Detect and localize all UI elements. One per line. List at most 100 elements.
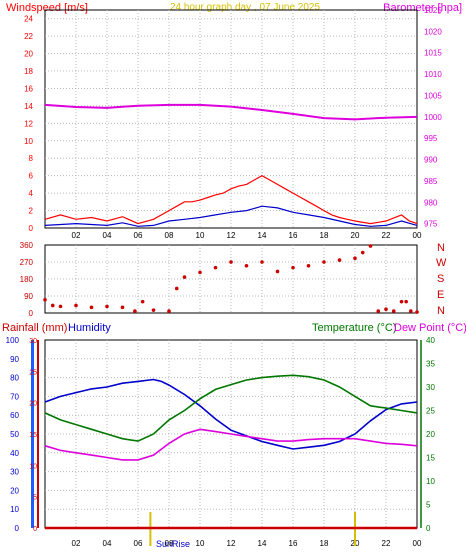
wind-x-tick-label-10: 22 <box>382 231 391 240</box>
rainfall-tick-label-2: 10 <box>29 463 37 470</box>
barometer-tick-label-10: 1025 <box>424 6 442 15</box>
temperature-tick-label-3: 15 <box>426 454 435 463</box>
direction-point-1-1 <box>384 307 388 312</box>
dewpoint-axis-title: Dew Point (°C) <box>394 322 466 334</box>
temp-series-1 <box>44 374 418 442</box>
direction-tick-label-2: 180 <box>20 275 34 284</box>
rainfall-tick-label-3: 15 <box>29 432 37 439</box>
humidity-tick-label-3: 30 <box>10 468 19 477</box>
direction-point-1-4 <box>404 299 408 304</box>
humidity-tick-label-1: 10 <box>10 505 19 514</box>
barometer-tick-label-9: 1020 <box>424 27 442 36</box>
temp-x-tick-label-2: 06 <box>134 539 143 548</box>
temperature-tick-label-4: 20 <box>426 430 435 439</box>
compass-label-n-top: N <box>437 242 445 254</box>
direction-point-1-6 <box>415 310 419 314</box>
direction-point-0-18 <box>275 269 280 274</box>
direction-point-0-16 <box>244 263 249 268</box>
direction-tick-label-4: 360 <box>20 241 34 250</box>
direction-point-0-0 <box>43 297 47 302</box>
barometer-axis-title: Barometer [hpa] <box>383 2 462 14</box>
windspeed-tick-label-2: 4 <box>29 189 34 198</box>
humidity-tick-label-2: 20 <box>10 486 19 495</box>
direction-point-0-4 <box>89 305 94 310</box>
rainfall-tick-label-5: 25 <box>29 369 37 376</box>
humidity-tick-label-0: 0 <box>15 524 20 533</box>
wind-series-0 <box>44 175 418 225</box>
windspeed-tick-label-7: 14 <box>24 102 33 111</box>
humidity-tick-label-5: 50 <box>10 430 19 439</box>
direction-tick-label-0: 0 <box>29 309 34 318</box>
temp-x-tick-label-5: 12 <box>227 539 236 548</box>
direction-point-0-7 <box>133 309 137 313</box>
temperature-tick-label-8: 40 <box>426 336 435 345</box>
temp-x-tick-label-4: 10 <box>196 539 205 548</box>
direction-point-0-14 <box>213 265 218 270</box>
wind-x-tick-label-8: 18 <box>320 231 329 240</box>
temp-x-tick-label-7: 16 <box>289 539 298 548</box>
windspeed-tick-label-6: 12 <box>24 119 33 128</box>
barometer-tick-label-3: 990 <box>424 156 438 165</box>
windspeed-tick-label-0: 0 <box>29 224 34 233</box>
temperature-tick-label-1: 5 <box>426 501 431 510</box>
compass-label-w: W <box>436 257 447 269</box>
temp-series-0 <box>44 378 418 450</box>
wind-x-tick-label-9: 20 <box>351 231 360 240</box>
direction-point-0-10 <box>167 309 171 313</box>
direction-point-0-19 <box>291 265 295 270</box>
rainfall-tick-label-1: 5 <box>33 495 37 502</box>
barometer-tick-label-5: 1000 <box>424 113 442 122</box>
temp-x-tick-label-1: 04 <box>103 539 112 548</box>
wind-x-tick-label-6: 14 <box>258 231 267 240</box>
humidity-tick-label-7: 70 <box>10 392 19 401</box>
direction-point-0-23 <box>353 256 357 261</box>
direction-point-0-20 <box>306 263 311 268</box>
windspeed-tick-label-9: 18 <box>24 67 33 76</box>
direction-point-0-13 <box>198 270 202 275</box>
direction-point-0-12 <box>182 275 187 279</box>
windspeed-tick-label-1: 2 <box>29 207 34 216</box>
windspeed-tick-label-4: 8 <box>29 154 34 163</box>
wind-x-tick-label-4: 10 <box>196 231 205 240</box>
humidity-axis-title: Humidity <box>68 322 111 334</box>
direction-point-0-9 <box>151 308 156 312</box>
direction-point-0-25 <box>368 244 373 248</box>
compass-label-s: S <box>437 273 444 285</box>
direction-point-0-8 <box>140 299 145 304</box>
temp-x-tick-label-0: 02 <box>72 539 81 548</box>
wind-x-tick-label-11: 00 <box>413 231 422 240</box>
windspeed-tick-label-3: 6 <box>29 172 34 181</box>
temperature-tick-label-6: 30 <box>426 383 435 392</box>
direction-point-1-3 <box>399 299 404 304</box>
rainfall-tick-label-6: 30 <box>29 338 37 345</box>
temperature-tick-label-2: 10 <box>426 477 435 486</box>
direction-point-0-1 <box>50 303 55 308</box>
humidity-tick-label-8: 80 <box>10 374 19 383</box>
temperature-axis-title: Temperature (°C) <box>312 322 396 334</box>
wind-x-tick-label-7: 16 <box>289 231 298 240</box>
humidity-tick-label-4: 40 <box>10 449 19 458</box>
wind-series-2 <box>44 103 418 121</box>
direction-point-1-5 <box>409 309 413 313</box>
direction-tick-label-1: 90 <box>24 292 33 301</box>
windspeed-tick-label-10: 20 <box>24 50 33 59</box>
windspeed-tick-label-12: 24 <box>24 15 33 24</box>
temp-x-tick-label-10: 22 <box>382 539 391 548</box>
chart-marks: 0246810121416182022249759809859909951000… <box>6 6 443 548</box>
direction-point-0-21 <box>322 260 326 264</box>
barometer-tick-label-1: 980 <box>424 198 438 207</box>
temp-x-tick-label-11: 00 <box>413 539 422 548</box>
direction-tick-label-3: 270 <box>20 258 34 267</box>
temp-x-tick-label-8: 18 <box>320 539 329 548</box>
direction-point-0-2 <box>58 304 63 309</box>
barometer-tick-label-2: 985 <box>424 177 438 186</box>
windspeed-tick-label-11: 22 <box>24 32 33 41</box>
direction-point-1-0 <box>376 309 381 313</box>
windspeed-tick-label-8: 16 <box>24 84 33 93</box>
barometer-tick-label-4: 995 <box>424 134 438 143</box>
temp-series-2 <box>44 428 418 461</box>
temperature-tick-label-5: 25 <box>426 407 435 416</box>
